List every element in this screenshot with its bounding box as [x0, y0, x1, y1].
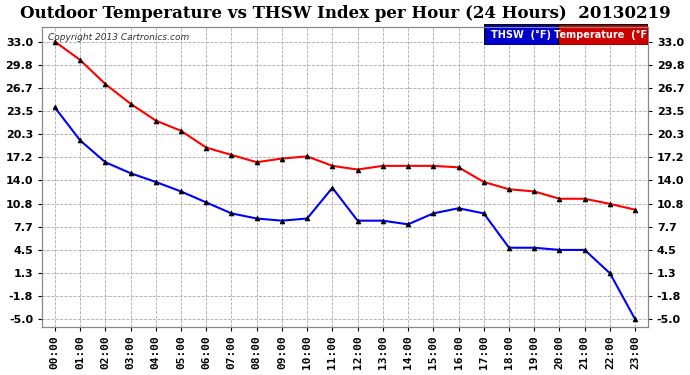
- Title: Outdoor Temperature vs THSW Index per Hour (24 Hours)  20130219: Outdoor Temperature vs THSW Index per Ho…: [20, 6, 670, 22]
- Text: Copyright 2013 Cartronics.com: Copyright 2013 Cartronics.com: [48, 33, 190, 42]
